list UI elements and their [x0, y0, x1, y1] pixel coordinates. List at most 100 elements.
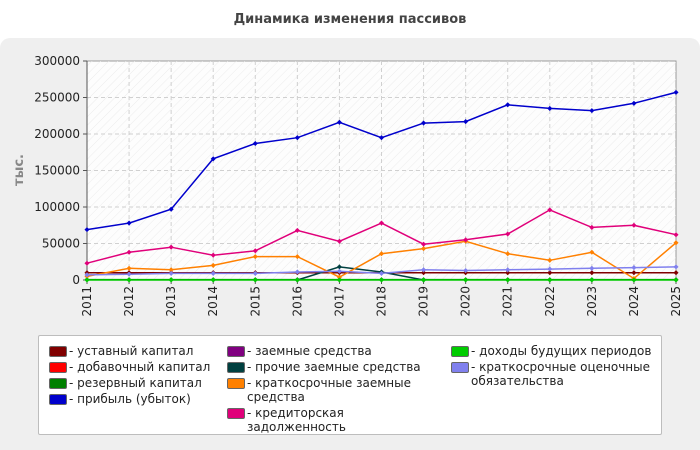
legend-label: - доходы будущих периодов [471, 344, 652, 358]
data-point [589, 249, 595, 255]
data-point [336, 238, 342, 244]
data-point [210, 270, 216, 276]
data-point [463, 237, 469, 243]
data-point [210, 277, 216, 283]
legend-label: - уставный капитал [69, 344, 194, 358]
x-tick-label: 2016 [290, 286, 304, 317]
data-point [168, 244, 174, 250]
data-point [421, 277, 427, 283]
data-point [126, 277, 132, 283]
data-point [168, 267, 174, 273]
data-point [336, 268, 342, 274]
legend-item-short-term-borrowed-funds: - краткосрочные заемные средства [227, 376, 427, 404]
data-point [210, 262, 216, 268]
data-point [378, 270, 385, 276]
data-point [294, 269, 300, 275]
series-8 [84, 277, 679, 283]
x-tick-label: 2013 [164, 286, 178, 317]
data-point [505, 267, 511, 273]
legend-item-other-borrowed-funds: - прочие заемные средства [227, 360, 427, 374]
legend-item-additional-capital: - добавочный капитал [49, 360, 219, 374]
data-point [673, 277, 679, 283]
legend-swatch [451, 346, 469, 357]
x-tick-label: 2021 [501, 286, 515, 317]
legend-swatch [49, 346, 67, 357]
data-point [421, 267, 427, 273]
data-point [252, 140, 258, 147]
y-tick-label: 150000 [34, 164, 80, 178]
legend-item-charter-capital: - уставный капитал [49, 344, 219, 358]
legend-label: - прибыль (убыток) [69, 392, 191, 406]
data-point [589, 277, 595, 283]
data-point [336, 277, 342, 283]
data-point [336, 274, 342, 280]
data-point [421, 270, 427, 276]
data-point [463, 267, 469, 274]
data-point [631, 277, 637, 283]
legend-label: - прочие заемные средства [247, 360, 421, 374]
legend-label: - заемные средства [247, 344, 372, 358]
x-tick-label: 2023 [585, 286, 599, 317]
legend-label: - краткосрочные заемные средства [247, 376, 411, 404]
data-point [210, 156, 216, 162]
data-point [336, 264, 342, 270]
y-tick-label: 300000 [34, 54, 80, 68]
legend-item-short-term-estimated-liabilities: - краткосрочные оценочные обязательства [451, 360, 655, 388]
data-point [294, 254, 300, 260]
legend-label: - краткосрочные оценочные обязательства [471, 360, 650, 388]
x-tick-label: 2018 [375, 286, 389, 317]
data-point [673, 264, 679, 270]
legend-label: - резервный капитал [69, 376, 202, 390]
data-point [294, 277, 300, 283]
data-point [378, 220, 385, 226]
legend: - уставный капитал - добавочный капитал … [38, 335, 662, 435]
data-point [294, 135, 300, 141]
data-point [631, 265, 637, 271]
chart-title: Динамика изменения пассивов [233, 12, 467, 27]
data-point [505, 231, 511, 237]
y-tick-label: 50000 [42, 237, 80, 251]
legend-swatch [227, 362, 245, 373]
legend-item-deferred-income: - доходы будущих периодов [451, 344, 655, 358]
data-point [378, 251, 385, 257]
line-chart: 0 50000 100000 150000 200000 250000 300000 2011… [12, 54, 683, 317]
data-point [84, 227, 90, 233]
legend-column-2: - заемные средства - прочие заемные сред… [227, 344, 427, 436]
x-tick-label: 2017 [332, 286, 346, 317]
legend-swatch [227, 408, 245, 419]
data-point [505, 270, 511, 276]
legend-label: - кредиторская задолженность [247, 406, 346, 434]
legend-item-reserve-capital: - резервный капитал [49, 376, 219, 390]
data-point [463, 277, 469, 283]
data-point [168, 206, 174, 212]
x-tick-label: 2020 [459, 286, 473, 317]
y-tick-label: 0 [72, 273, 80, 287]
series-3 [84, 89, 679, 233]
legend-label: - добавочный капитал [69, 360, 211, 374]
legend-item-accounts-payable: - кредиторская задолженность [227, 406, 427, 434]
x-tick-label: 2025 [669, 286, 683, 317]
x-tick-label: 2022 [543, 286, 557, 317]
legend-swatch [49, 362, 67, 373]
legend-item-borrowed-funds: - заемные средства [227, 344, 427, 358]
series-lines [84, 89, 679, 283]
y-tick-label: 100000 [34, 200, 80, 214]
x-tick-label: 2014 [206, 286, 220, 317]
x-tick-label: 2015 [248, 286, 262, 317]
legend-item-profit-loss: - прибыль (убыток) [49, 392, 219, 406]
series-9 [84, 264, 679, 278]
x-tick-label: 2019 [417, 286, 431, 317]
data-point [252, 248, 258, 254]
legend-column-3: - доходы будущих периодов - краткосрочны… [451, 344, 655, 390]
data-point [126, 249, 132, 255]
legend-swatch [227, 346, 245, 357]
legend-swatch [49, 394, 67, 405]
series-line [297, 266, 424, 281]
legend-swatch [451, 362, 469, 373]
x-tick-label: 2012 [122, 286, 136, 317]
y-tick-label: 200000 [34, 127, 80, 141]
data-point [378, 277, 385, 283]
data-point [547, 266, 553, 272]
data-point [84, 272, 90, 278]
x-tick-label: 2011 [80, 286, 94, 317]
